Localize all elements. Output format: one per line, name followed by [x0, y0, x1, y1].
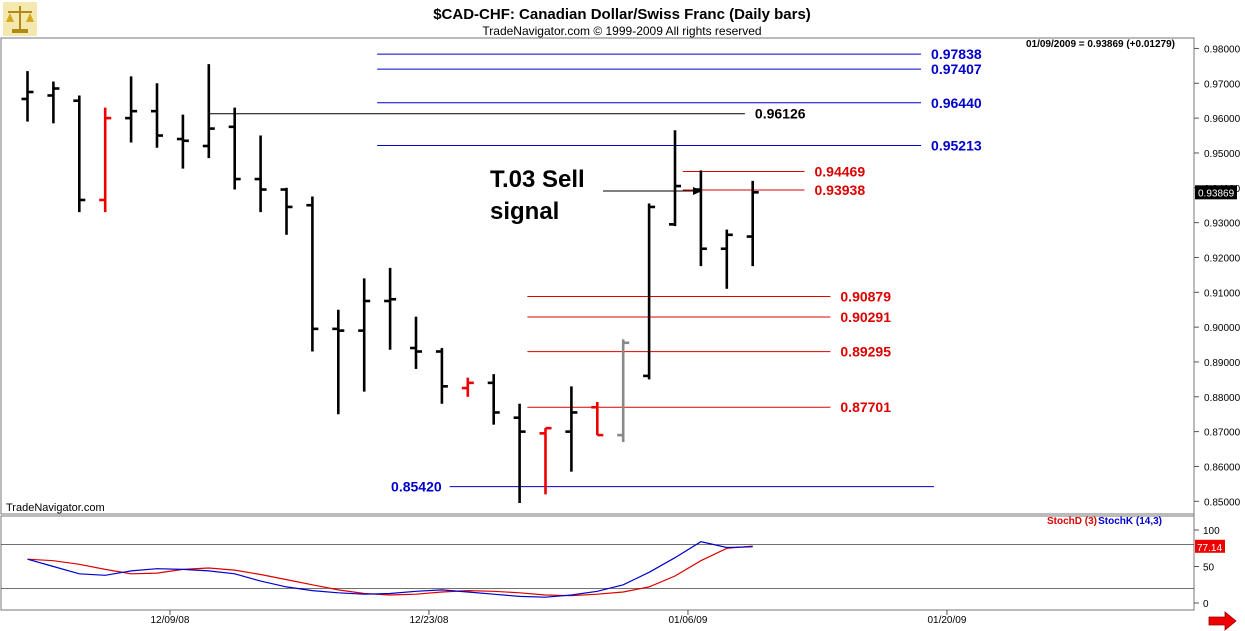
copyright-line: TradeNavigator.com © 1999-2009 All right…: [482, 24, 761, 38]
ohlc-bar: [73, 95, 86, 213]
ohlc-bar: [720, 229, 733, 289]
price-tick-label: 0.91000: [1204, 288, 1241, 299]
price-tick-label: 0.97000: [1204, 79, 1241, 90]
ohlc-bar: [202, 64, 215, 159]
ohlc-bar: [280, 187, 293, 235]
ohlc-bar: [99, 107, 112, 213]
ohlc-bar: [513, 403, 526, 504]
legend-stoch-k: StochK (14,3): [1098, 516, 1162, 527]
stoch-tick-label: 100: [1203, 526, 1220, 537]
watermark: TradeNavigator.com: [6, 502, 105, 514]
price-tick-label: 0.95000: [1204, 149, 1241, 160]
ohlc-bar: [306, 196, 319, 352]
price-tick-label: 0.98000: [1204, 44, 1241, 55]
ohlc-bar: [591, 402, 604, 437]
ohlc-bar: [254, 135, 267, 213]
price-tick-label: 0.93000: [1204, 219, 1241, 230]
ohlc-bar: [125, 76, 138, 143]
logo-icon: [3, 2, 37, 36]
date-tick-label: 01/06/09: [668, 615, 707, 626]
level-label: 0.85420: [391, 479, 442, 495]
ohlc-bar: [539, 426, 552, 495]
last-price-box: [1195, 185, 1237, 200]
ohlc-bar: [47, 81, 60, 124]
stoch-tick-label: 50: [1203, 563, 1215, 574]
ohlc-bar: [358, 278, 371, 392]
level-label: 0.87701: [840, 399, 891, 415]
stoch-k-line: [27, 541, 753, 598]
level-label: 0.93938: [815, 182, 866, 198]
date-axis: 12/09/08 12/23/08 01/06/09 01/20/09: [150, 610, 967, 626]
ohlc-bar: [643, 203, 656, 380]
ohlc-bar: [617, 339, 630, 443]
level-label: 0.95213: [931, 138, 982, 154]
ohlc-bar: [176, 114, 189, 169]
price-axis: 0.980000.970000.960000.950000.940000.930…: [1194, 44, 1241, 508]
legend-stoch-d: StochD (3): [1047, 516, 1097, 527]
ohlc-bar: [487, 374, 500, 425]
ohlc-bar: [410, 316, 422, 369]
price-tick-label: 0.85000: [1204, 497, 1241, 508]
annotation-line1: T.03 Sell: [490, 166, 585, 193]
level-label: 0.90879: [840, 289, 891, 305]
price-tick-label: 0.92000: [1204, 253, 1241, 264]
level-label: 0.96126: [755, 106, 806, 122]
stoch-last-label: 77.14: [1197, 543, 1222, 554]
ohlc-bar: [669, 130, 681, 227]
price-tick-label: 0.88000: [1204, 393, 1241, 404]
level-label: 0.90291: [840, 309, 891, 325]
ohlc-bar: [435, 348, 448, 404]
stoch-last-box: [1195, 539, 1225, 553]
price-bars: [21, 64, 759, 504]
ohlc-bar: [461, 377, 474, 397]
annotation-line2: signal: [490, 198, 559, 225]
ohlc-bar: [746, 180, 759, 267]
ohlc-bar: [384, 267, 397, 350]
stoch-d-line: [27, 545, 753, 597]
last-bar-readout: 01/09/2009 = 0.93869 (+0.01279): [1026, 39, 1175, 50]
chart-title: $CAD-CHF: Canadian Dollar/Swiss Franc (D…: [433, 6, 811, 23]
ohlc-bar: [565, 386, 578, 472]
price-tick-label: 0.90000: [1204, 323, 1241, 334]
stoch-axis: 100 50 0: [1, 526, 1220, 610]
header-band: [0, 0, 1245, 38]
level-label: 0.96440: [931, 95, 982, 111]
ohlc-bar: [332, 309, 345, 415]
ohlc-bar: [151, 83, 163, 148]
stoch-last-tag: 77.14: [1195, 539, 1225, 554]
price-tick-label: 0.87000: [1204, 428, 1241, 439]
price-tick-label: 0.86000: [1204, 462, 1241, 473]
level-label: 0.94469: [815, 163, 866, 179]
date-tick-label: 12/23/08: [409, 615, 448, 626]
level-label: 0.97407: [931, 61, 982, 77]
last-price-tag: 0.93869: [1195, 185, 1237, 200]
level-label: 0.89295: [840, 344, 891, 360]
red-arrow-right-icon[interactable]: [1199, 611, 1245, 631]
stoch-tick-label: 0: [1203, 599, 1209, 610]
ohlc-bar: [694, 170, 707, 267]
price-tick-label: 0.89000: [1204, 358, 1241, 369]
level-label: 0.97838: [931, 46, 982, 62]
date-tick-label: 01/20/09: [927, 615, 966, 626]
stoch-lines: [27, 541, 753, 598]
annotation-arrow: [603, 187, 702, 195]
price-tick-label: 0.96000: [1204, 114, 1241, 125]
ohlc-bar: [21, 71, 34, 122]
ohlc-bar: [228, 107, 241, 190]
price-panel-frame: [0, 37, 1195, 515]
stoch-panel-frame: [0, 515, 1195, 611]
date-tick-label: 12/09/08: [150, 615, 189, 626]
last-price-label: 0.93869: [1198, 188, 1235, 199]
